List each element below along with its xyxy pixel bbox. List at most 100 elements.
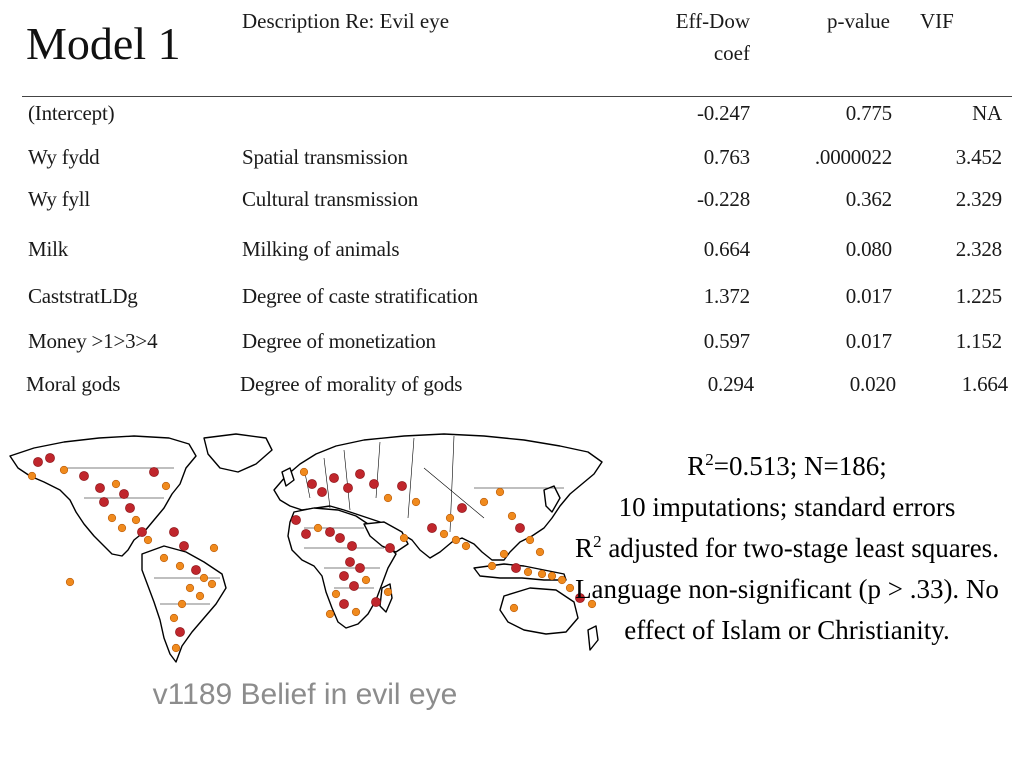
r2-adjusted-superscript: 2 <box>593 532 602 551</box>
society-point-absent <box>547 571 557 581</box>
society-point-absent <box>525 535 535 545</box>
header-divider <box>22 96 1012 97</box>
imputations-text: 10 imputations; standard errors <box>618 492 956 522</box>
society-point-absent <box>361 575 371 585</box>
adjustment-text: adjusted for two-stage least squares. La… <box>575 533 999 645</box>
society-point-absent <box>451 535 461 545</box>
society-point-absent <box>111 479 121 489</box>
society-point-absent <box>325 609 335 619</box>
row-description: Degree of monetization <box>242 329 436 353</box>
row-variable: (Intercept) <box>28 101 115 125</box>
society-point-present <box>371 597 381 607</box>
society-point-absent <box>565 583 575 593</box>
society-point-absent <box>587 599 597 609</box>
society-point-absent <box>161 481 171 491</box>
row-pvalue: .0000022 <box>814 145 892 169</box>
society-point-absent <box>439 529 449 539</box>
society-point-present <box>427 523 437 533</box>
r2-value: =0.513; N=186; <box>713 451 887 481</box>
society-point-present <box>119 489 129 499</box>
society-point-absent <box>495 487 505 497</box>
society-point-present <box>191 565 201 575</box>
society-point-present <box>317 487 327 497</box>
society-point-present <box>169 527 179 537</box>
society-point-present <box>343 483 353 493</box>
society-point-absent <box>299 467 309 477</box>
society-point-absent <box>207 579 217 589</box>
society-point-absent <box>209 543 219 553</box>
society-point-present <box>79 471 89 481</box>
society-point-present <box>175 627 185 637</box>
row-pvalue: 0.775 <box>845 101 892 125</box>
society-point-absent <box>411 497 421 507</box>
header-description: Description Re: Evil eye <box>242 9 450 33</box>
society-point-present <box>385 543 395 553</box>
society-point-present <box>347 541 357 551</box>
statistics-note: R2=0.513; N=186; 10 imputations; standar… <box>556 446 1018 651</box>
row-variable: Wy fyll <box>28 187 91 211</box>
society-point-present <box>301 529 311 539</box>
row-vif: 1.664 <box>961 372 1008 396</box>
society-point-present <box>349 581 359 591</box>
society-point-absent <box>537 569 547 579</box>
row-coef: 0.664 <box>703 237 750 261</box>
r2-superscript: 2 <box>705 450 714 469</box>
australia-outline <box>499 587 579 635</box>
greenland-outline <box>203 433 273 473</box>
society-point-absent <box>487 561 497 571</box>
society-point-absent <box>313 523 323 533</box>
header-pvalue: p-value <box>827 9 890 33</box>
map-caption: v1189 Belief in evil eye <box>152 678 458 711</box>
society-point-absent <box>177 599 187 609</box>
row-vif: 2.329 <box>955 187 1002 211</box>
society-point-absent <box>479 497 489 507</box>
row-vif: 2.328 <box>955 237 1002 261</box>
society-point-present <box>397 481 407 491</box>
row-vif: NA <box>972 101 1002 125</box>
row-description: Milking of animals <box>242 237 400 261</box>
row-description: Degree of caste stratification <box>242 284 478 308</box>
society-point-absent <box>461 541 471 551</box>
country-borders <box>64 435 564 605</box>
society-point-absent <box>557 575 567 585</box>
society-point-present <box>291 515 301 525</box>
header-coef-line2: coef <box>713 41 750 65</box>
society-point-present <box>515 523 525 533</box>
society-point-present <box>457 503 467 513</box>
british-isles-outline <box>281 467 295 487</box>
row-coef: -0.228 <box>696 187 750 211</box>
row-pvalue: 0.020 <box>849 372 896 396</box>
society-point-present <box>33 457 43 467</box>
society-point-absent <box>107 513 117 523</box>
society-point-absent <box>117 523 127 533</box>
society-point-absent <box>523 567 533 577</box>
row-vif: 3.452 <box>955 145 1002 169</box>
society-point-present <box>335 533 345 543</box>
society-point-present <box>179 541 189 551</box>
row-variable: Moral gods <box>26 372 121 396</box>
row-pvalue: 0.017 <box>845 284 892 308</box>
north-america-outline <box>9 435 197 557</box>
row-coef: 0.597 <box>703 329 750 353</box>
society-point-absent <box>27 471 37 481</box>
society-point-absent <box>199 573 209 583</box>
model-title: Model 1 <box>26 18 181 69</box>
society-point-absent <box>509 603 519 613</box>
society-point-absent <box>65 577 75 587</box>
row-vif: 1.152 <box>955 329 1002 353</box>
society-point-absent <box>143 535 153 545</box>
society-point-absent <box>59 465 69 475</box>
society-point-present <box>339 571 349 581</box>
society-point-absent <box>383 587 393 597</box>
society-point-present <box>511 563 521 573</box>
row-description: Cultural transmission <box>242 187 419 211</box>
society-point-absent <box>169 613 179 623</box>
society-point-absent <box>331 589 341 599</box>
continent-outlines <box>9 433 603 663</box>
row-coef: 0.294 <box>707 372 754 396</box>
society-point-absent <box>131 515 141 525</box>
row-coef: -0.247 <box>696 101 750 125</box>
society-point-present <box>355 469 365 479</box>
header-vif: VIF <box>920 9 954 33</box>
society-point-absent <box>171 643 181 653</box>
